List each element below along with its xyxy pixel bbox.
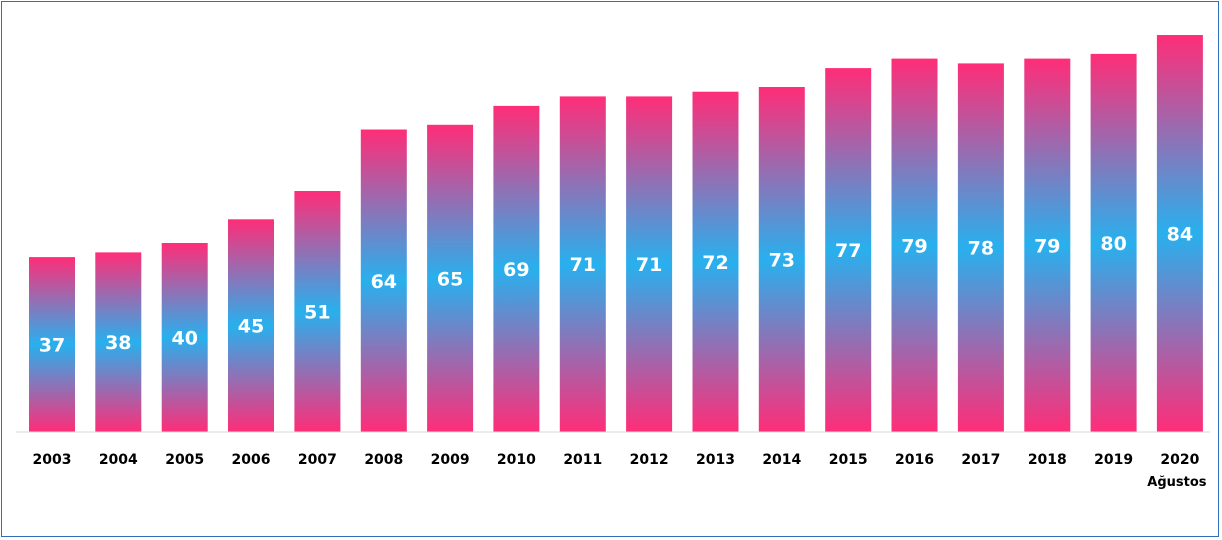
data-label-2020: 84	[1167, 224, 1193, 246]
tick-label-2017: 2017	[961, 452, 1000, 468]
data-label-2003: 37	[39, 335, 65, 357]
bar-2014	[758, 87, 805, 432]
data-label-2010: 69	[503, 259, 529, 281]
bar-2011	[559, 96, 606, 433]
data-label-2019: 80	[1100, 233, 1126, 255]
tick-label-2006: 2006	[232, 452, 271, 468]
tick-label-2005: 2005	[165, 452, 204, 468]
tick-label-2013: 2013	[696, 452, 735, 468]
data-label-2006: 45	[238, 316, 264, 338]
tick-label-2010: 2010	[497, 452, 536, 468]
data-label-2005: 40	[171, 328, 197, 350]
bar-2008	[360, 129, 407, 432]
tick-label-2009: 2009	[431, 452, 470, 468]
bar-2007	[294, 191, 341, 432]
tick-label-2011: 2011	[563, 452, 602, 468]
tick-label-2020: 2020	[1160, 452, 1199, 468]
tick-label-2008: 2008	[364, 452, 403, 468]
bar-2010	[493, 105, 540, 433]
bar-2006	[228, 219, 274, 432]
tick-label-2014: 2014	[762, 452, 801, 468]
tick-label-2015: 2015	[829, 452, 868, 468]
data-label-2015: 77	[835, 240, 861, 262]
bar-2019	[1090, 53, 1137, 433]
data-label-2016: 79	[901, 235, 927, 257]
bar-2020	[1156, 35, 1203, 432]
bar-2016	[891, 58, 938, 432]
tick-sublabel-2020: Ağustos	[1147, 475, 1207, 490]
tick-label-2012: 2012	[630, 452, 669, 468]
data-label-2004: 38	[105, 332, 131, 354]
data-label-2011: 71	[570, 254, 596, 276]
bar-2015	[825, 68, 872, 432]
data-label-2018: 79	[1034, 235, 1060, 257]
bar-2018	[1024, 58, 1071, 432]
bar-2003	[29, 257, 75, 432]
data-label-2013: 72	[702, 252, 728, 274]
bar-2009	[427, 124, 474, 433]
data-label-2008: 64	[371, 271, 397, 293]
bar-2017	[957, 63, 1004, 433]
data-label-2012: 71	[636, 254, 662, 276]
data-label-2009: 65	[437, 268, 463, 290]
tick-label-2003: 2003	[33, 452, 72, 468]
bar-2005	[161, 243, 208, 432]
tick-label-2016: 2016	[895, 452, 934, 468]
tick-label-2018: 2018	[1028, 452, 1067, 468]
bar-2012	[626, 96, 673, 433]
bar-2004	[95, 252, 142, 432]
data-label-2017: 78	[968, 238, 994, 260]
data-label-2014: 73	[769, 250, 795, 272]
bar-2013	[692, 91, 739, 432]
tick-label-2007: 2007	[298, 452, 337, 468]
data-label-2007: 51	[304, 302, 330, 324]
tick-label-2019: 2019	[1094, 452, 1133, 468]
tick-label-2004: 2004	[99, 452, 138, 468]
